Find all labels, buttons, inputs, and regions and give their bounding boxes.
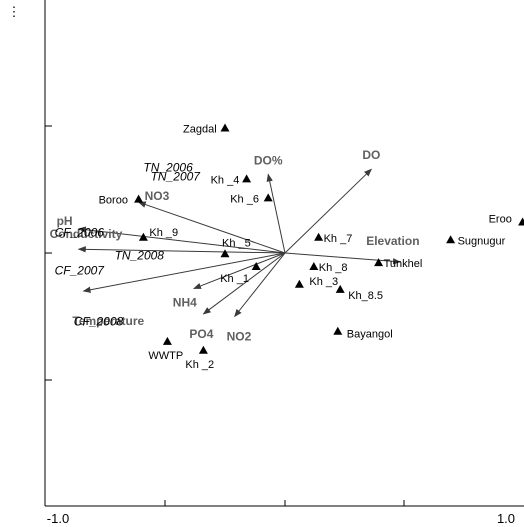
site-label-kh-8-5: Kh_8.5 bbox=[348, 290, 383, 302]
site-marker-kh-9 bbox=[138, 232, 148, 241]
site-label-bayangol: Bayangol bbox=[347, 329, 393, 341]
site-label-kh-1: Kh _1 bbox=[220, 273, 249, 285]
site-label-wwtp: WWTP bbox=[148, 350, 183, 362]
site-label-zagdal: Zagdal bbox=[183, 124, 217, 136]
site-label-kh-5: Kh _5 bbox=[222, 237, 251, 249]
vector-arrow-ph bbox=[77, 226, 286, 254]
vector-label-elevation: Elevation bbox=[366, 234, 419, 248]
site-label-kh-8: Kh _8 bbox=[319, 262, 348, 274]
vector-label-temperature: Temperature bbox=[72, 314, 144, 328]
site-label-boroo: Boroo bbox=[99, 195, 128, 207]
x-tick-label-max: 1.0 bbox=[497, 511, 515, 526]
vector-label-po4: PO4 bbox=[189, 327, 213, 341]
x-tick-label-min: -1.0 bbox=[47, 511, 69, 526]
vector-arrow-no3 bbox=[137, 201, 286, 254]
vector-arrow-nh4 bbox=[193, 252, 286, 290]
site-label-eroo: Eroo bbox=[489, 214, 512, 226]
site-marker-eroo bbox=[518, 217, 524, 226]
site-label-kh-4: Kh _4 bbox=[211, 174, 240, 186]
site-label-kh-9: Kh _9 bbox=[149, 227, 178, 239]
site-label-kh-3: Kh _3 bbox=[309, 276, 338, 288]
site-marker-kh-3 bbox=[294, 279, 304, 288]
site-marker-bayangol bbox=[333, 326, 343, 335]
vector-arrow-po4 bbox=[202, 252, 286, 315]
site-marker-sugnugur bbox=[446, 235, 456, 244]
left-axis-marker: ⋮ bbox=[8, 4, 21, 19]
site-marker-tunkhel bbox=[374, 258, 384, 267]
site-marker-kh-4 bbox=[242, 174, 252, 183]
site-marker-kh-7 bbox=[314, 232, 324, 241]
year-label-cf-2006: CF_2006 bbox=[55, 225, 105, 239]
site-marker-kh-8 bbox=[309, 261, 319, 270]
sites-layer: Zagdal Kh _4 Boroo Kh _6 Eroo Kh _9 Kh _7 Sugnu… bbox=[99, 124, 524, 371]
site-marker-kh-8-5 bbox=[335, 284, 345, 293]
vector-label-no2: NO2 bbox=[227, 330, 252, 344]
site-marker-kh-2 bbox=[198, 345, 208, 354]
vector-label-do: DO bbox=[362, 148, 380, 162]
site-label-tunkhel: Tunkhel bbox=[384, 258, 423, 270]
site-label-kh-7: Kh _7 bbox=[324, 233, 353, 245]
site-label-kh-6: Kh _6 bbox=[230, 193, 259, 205]
year-label-cf-2008: CF_2008 bbox=[74, 314, 124, 328]
vector-label-no3: NO3 bbox=[145, 189, 170, 203]
plot-frame: -1.0 1.0 ⋮ bbox=[8, 0, 524, 526]
site-marker-wwtp bbox=[162, 336, 172, 345]
year-label-cf-2007: CF_2007 bbox=[55, 264, 106, 278]
site-marker-zagdal bbox=[220, 123, 230, 132]
site-marker-kh-5 bbox=[220, 249, 230, 258]
site-marker-kh-1 bbox=[251, 261, 261, 270]
site-label-kh-2: Kh _2 bbox=[185, 359, 214, 371]
year-label-tn-2006: TN_2006 bbox=[143, 161, 193, 175]
year-label-tn-2008: TN_2008 bbox=[115, 248, 165, 262]
vector-label-do: DO% bbox=[254, 153, 283, 167]
site-label-sugnugur: Sugnugur bbox=[458, 235, 506, 247]
vector-arrow-elevation bbox=[284, 252, 401, 265]
vector-arrow-temperature bbox=[82, 252, 286, 293]
year-label-tn-2007: TN_2007 bbox=[151, 170, 202, 184]
vector-arrow-conductivity bbox=[77, 246, 286, 254]
vector-arrow-no2 bbox=[234, 252, 286, 318]
site-marker-kh-6 bbox=[263, 193, 273, 202]
vector-arrow-do bbox=[266, 173, 286, 254]
site-marker-boroo bbox=[134, 194, 144, 203]
vector-arrow-do bbox=[284, 168, 372, 254]
vector-label-ph: pH bbox=[57, 214, 73, 228]
vector-label-conductivity: Conductivity bbox=[50, 227, 123, 241]
vector-label-nh4: NH4 bbox=[173, 296, 197, 310]
